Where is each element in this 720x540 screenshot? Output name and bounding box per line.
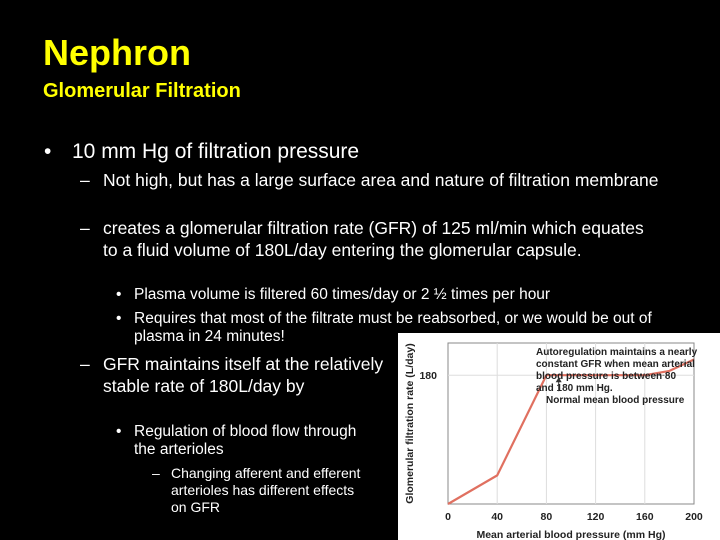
annotation-line: Autoregulation maintains a nearly bbox=[536, 347, 698, 358]
annotation-arrow-head bbox=[555, 377, 562, 383]
dash-icon: – bbox=[80, 218, 90, 238]
sub-bullet-1a: Not high, but has a large surface area a… bbox=[103, 170, 659, 190]
bullet-dot-icon: • bbox=[44, 140, 52, 163]
slide-subtitle: Glomerular Filtration bbox=[43, 80, 241, 102]
y-axis-label-group: Glomerular filtration rate (L/day) bbox=[404, 343, 416, 503]
sub-bullet-2: GFR maintains itself at the relatively s… bbox=[103, 354, 384, 396]
x-axis-label: Mean arterial blood pressure (mm Hg) bbox=[476, 529, 665, 540]
bullet-dot-icon: • bbox=[116, 286, 122, 303]
plot-frame bbox=[447, 342, 695, 505]
gfr-series-line bbox=[447, 358, 695, 505]
annotation-line: and 180 mm Hg. bbox=[536, 383, 613, 394]
x-tick-label: 40 bbox=[491, 511, 503, 523]
annotation-autoregulation: Autoregulation maintains a nearly constan… bbox=[536, 347, 698, 394]
x-tick-label: 160 bbox=[636, 511, 654, 523]
annotation-line: blood pressure is between 80 bbox=[536, 371, 676, 382]
gfr-autoregulation-figure: Glomerular filtration rate (L/day) Mean … bbox=[398, 333, 720, 540]
bullet-1: 10 mm Hg of filtration pressure bbox=[72, 140, 360, 163]
sub-sub-bullet-1b-i: Plasma volume is filtered 60 times/day o… bbox=[134, 286, 551, 303]
plot-area: 0 40 80 120 160 200 180 Autoregulation maintain… bbox=[419, 342, 703, 523]
x-tick-label: 200 bbox=[685, 511, 703, 523]
x-tick-label: 120 bbox=[587, 511, 605, 523]
slide-title: Nephron bbox=[43, 32, 191, 73]
bullet-dot-icon: • bbox=[116, 310, 122, 327]
bullet-dot-icon: • bbox=[116, 423, 122, 440]
dash-icon: – bbox=[80, 170, 90, 190]
gfr-chart: Glomerular filtration rate (L/day) Mean … bbox=[404, 342, 703, 540]
dash-icon: – bbox=[80, 354, 90, 374]
sub-sub-bullet-1b-ii: Requires that most of the filtrate must … bbox=[134, 310, 652, 345]
sub-bullet-1b: creates a glomerular filtration rate (GF… bbox=[103, 218, 644, 260]
x-tick-label: 80 bbox=[541, 511, 553, 523]
y-axis-label: Glomerular filtration rate (L/day) bbox=[404, 343, 416, 503]
annotation-line: constant GFR when mean arterial bbox=[536, 359, 695, 370]
dash-icon: – bbox=[152, 465, 160, 481]
y-tick-label: 180 bbox=[419, 370, 437, 382]
sub-sub-sub-bullet-2-i-a: Changing afferent and efferent arteriole… bbox=[171, 465, 361, 515]
sub-sub-bullet-2-i: Regulation of blood flow through the art… bbox=[134, 423, 357, 458]
x-tick-label: 0 bbox=[445, 511, 451, 523]
annotation-normal-pressure: Normal mean blood pressure bbox=[546, 395, 685, 406]
